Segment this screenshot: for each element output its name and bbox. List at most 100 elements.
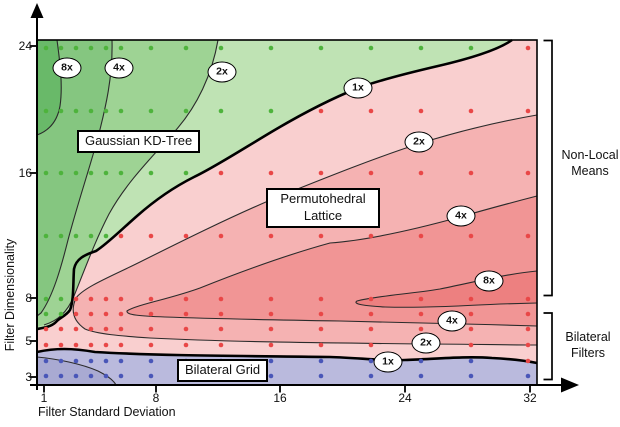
sample-dot [468,342,474,348]
contour-green-4x [36,39,113,317]
sample-dot [468,233,474,239]
sample-dot [468,296,474,302]
sample-dot [148,233,154,239]
sample-dot [368,342,374,348]
y-tick-label-8: 8 [25,291,32,305]
sample-dot [183,311,189,317]
x-tick-label-32: 32 [523,391,537,405]
sample-dot [58,311,64,317]
sample-dot [525,358,531,364]
sample-dot [43,233,49,239]
sample-dot [118,358,124,364]
sample-dot [118,296,124,302]
sample-dot [418,108,424,114]
sample-dot [58,342,64,348]
bracket-bilateral-filters [543,312,553,381]
annotation-brackets [543,39,553,381]
region-label-permutohedral-lattice: Permutohedral Lattice [266,188,380,228]
sample-dot [73,342,79,348]
sample-dot [525,170,531,176]
sample-dot [103,45,109,51]
sample-dot [43,108,49,114]
sample-dot [218,342,224,348]
sample-dot [468,170,474,176]
sample-dot [73,233,79,239]
sample-dot [218,170,224,176]
sample-dot [148,358,154,364]
sample-dot [525,373,531,379]
sample-dot [88,311,94,317]
sample-dot [148,373,154,379]
sample-dot [525,233,531,239]
contour-red-4x [126,195,538,327]
sample-dot [58,108,64,114]
sample-dot [43,342,49,348]
sample-dot [58,233,64,239]
sample-dot [268,45,274,51]
x-axis-arrow-icon [561,377,579,393]
badge-8x-lattice: 8x [474,270,504,292]
sample-dot [103,108,109,114]
contour-blue-inner [36,356,117,386]
sample-dot [118,373,124,379]
sample-dot [318,373,324,379]
sample-dot [58,373,64,379]
blue-subregion [37,357,116,385]
sample-dot [525,108,531,114]
sample-dot [218,45,224,51]
sample-dot [118,342,124,348]
sample-dot [103,296,109,302]
sample-dot [183,326,189,332]
sample-dot [73,296,79,302]
sample-dot [73,358,79,364]
sample-dot [418,373,424,379]
sample-dot [368,45,374,51]
sample-dot [418,311,424,317]
sample-dot [43,326,49,332]
sample-dot [318,108,324,114]
sample-dot [88,170,94,176]
region-label-gaussian-kd-tree: Gaussian KD-Tree [77,130,201,153]
sample-dot [183,45,189,51]
sample-dot [218,326,224,332]
bracket-non-local-means [543,39,553,297]
sample-dot [88,296,94,302]
sample-dot [103,170,109,176]
sample-dot [468,108,474,114]
sample-dot [118,326,124,332]
region-label-text: Permutohedral [280,191,366,206]
sample-dot [318,233,324,239]
sample-dot [73,311,79,317]
sample-dot [318,311,324,317]
sample-dot [148,45,154,51]
sample-dot [268,373,274,379]
sample-dot [525,342,531,348]
x-tick-label-8: 8 [152,391,160,405]
sample-dot [218,233,224,239]
x-tick-label-16: 16 [273,391,287,405]
sample-dot [368,170,374,176]
sample-dot [525,326,531,332]
sample-dot [418,358,424,364]
sample-dot [88,233,94,239]
region-label-bilateral-grid: Bilateral Grid [177,359,269,382]
sample-dot [88,108,94,114]
sample-dot [148,326,154,332]
y-tick-label-16: 16 [18,166,32,180]
sample-dot [148,296,154,302]
sample-dot [318,358,324,364]
sample-dot [368,108,374,114]
sample-dot [418,326,424,332]
sample-dot [268,108,274,114]
sample-dot [525,311,531,317]
sample-dot [58,45,64,51]
sample-dot [368,311,374,317]
blue-region [37,349,537,385]
badge-1x-upper-boundary: 1x [343,77,373,99]
sample-dot [268,358,274,364]
sample-dot [43,311,49,317]
sample-dot [183,342,189,348]
sample-dot [43,45,49,51]
